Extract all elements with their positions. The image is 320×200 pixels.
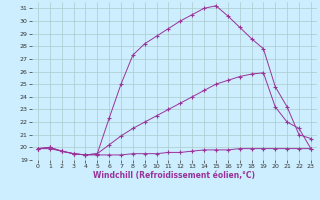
X-axis label: Windchill (Refroidissement éolien,°C): Windchill (Refroidissement éolien,°C) xyxy=(93,171,255,180)
